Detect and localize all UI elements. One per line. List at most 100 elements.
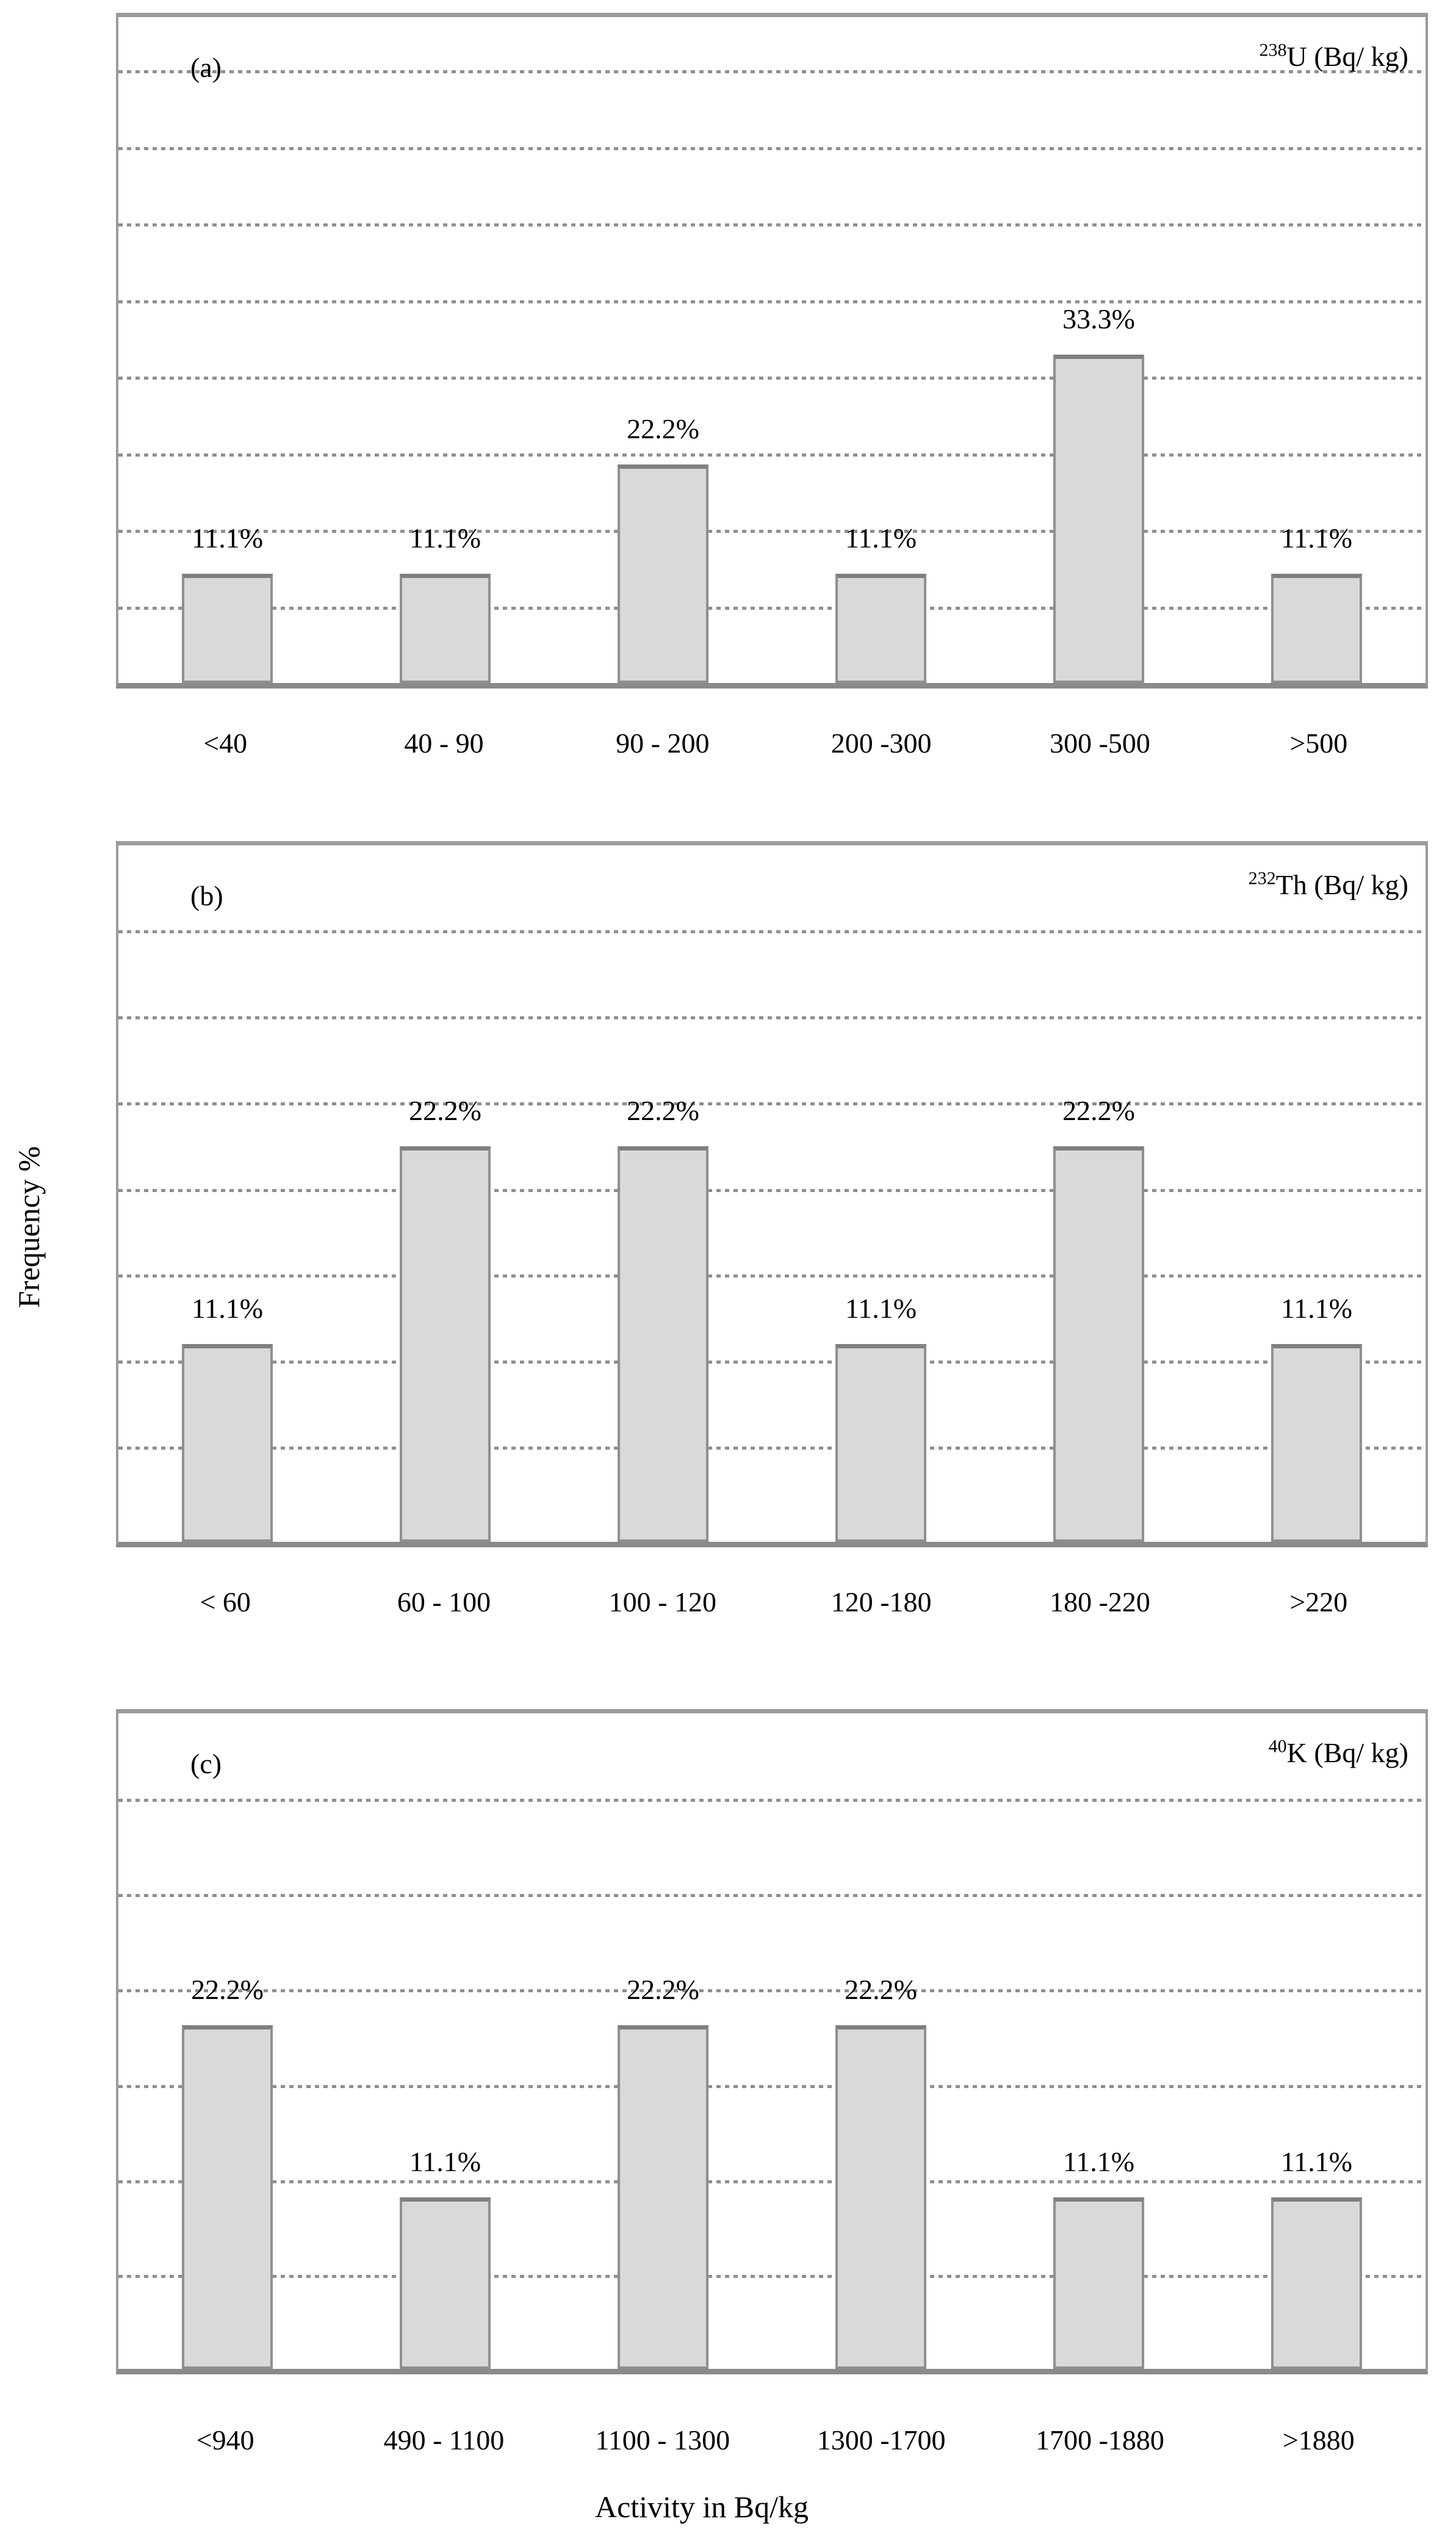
bar-value-label: 22.2%: [627, 413, 699, 444]
x-tick-label: 200 -300: [831, 728, 932, 759]
bar-value-label: 11.1%: [845, 1292, 917, 1324]
bar-slot: 11.1%: [336, 1713, 554, 2369]
gridline: [118, 2275, 1425, 2279]
x-tick-label: 60 - 100: [397, 1586, 491, 1617]
bar-value-label: 22.2%: [409, 1094, 481, 1126]
chart-title-text: U (Bq/ kg): [1286, 41, 1408, 72]
x-tick-label: <940: [196, 2424, 254, 2456]
gridline: [118, 1989, 1425, 1993]
gridline: [118, 223, 1425, 227]
gridline: [118, 1016, 1425, 1019]
bar-value-label: 22.2%: [627, 1094, 699, 1126]
chart-title-text: K (Bq/ kg): [1286, 1737, 1408, 1768]
panel-label-b: (b): [190, 880, 223, 911]
bar-value-label: 11.1%: [191, 522, 264, 554]
bar-slot: 22.2%: [554, 845, 772, 1542]
gridline: [118, 2084, 1425, 2088]
gridline: [118, 1188, 1425, 1192]
bar-value-label: 11.1%: [1062, 2145, 1135, 2177]
bar-value-label: 33.3%: [1062, 303, 1135, 335]
y-axis-title: Frequency %: [12, 1146, 46, 1308]
bar-value-label: 22.2%: [627, 1974, 699, 2006]
x-tick-label: 1100 - 1300: [595, 2424, 730, 2456]
bar: 11.1%: [1270, 524, 1363, 683]
bar-slot: 22.2%: [990, 845, 1208, 1542]
bar: 22.2%: [617, 414, 709, 683]
x-tick-label: 490 - 1100: [383, 2424, 505, 2456]
bar-slot: 11.1%: [118, 845, 336, 1542]
panel-label-a: (a): [190, 52, 222, 83]
x-tick-row-a: <40 40 - 90 90 - 200 200 -300 300 -500 >500: [116, 726, 1428, 769]
gridline: [118, 300, 1425, 303]
x-tick-row-b: < 60 60 - 100 100 - 120 120 -180 180 -220 >22…: [116, 1585, 1428, 1628]
bar-slot: 11.1%: [772, 845, 990, 1542]
x-tick-label: 100 - 120: [608, 1586, 716, 1617]
x-tick-label: 40 - 90: [404, 728, 484, 759]
isotope-mass-number: 238: [1259, 40, 1287, 60]
x-tick-label: 1700 -1880: [1036, 2424, 1164, 2456]
bar: 11.1%: [835, 524, 927, 683]
plot-area-a: (a) 238U (Bq/ kg) 11.1% 11.1% 22.2% 11.1% 33.3…: [116, 13, 1428, 689]
bar-value-label: 22.2%: [191, 1974, 264, 2006]
plot-area-c: (c) 40K (Bq/ kg) 22.2% 11.1% 22.2% 22.2% 11.1%…: [116, 1709, 1428, 2374]
bar-slot: 33.3%: [990, 17, 1208, 683]
gridline: [118, 453, 1425, 457]
gridline: [118, 606, 1425, 610]
gridline: [118, 530, 1425, 533]
bar-slot: 11.1%: [1208, 845, 1425, 1542]
x-tick-label: >220: [1289, 1586, 1348, 1617]
bar-slot: 11.1%: [118, 17, 336, 683]
bar-slot: 11.1%: [772, 17, 990, 683]
bar-slot: 22.2%: [336, 845, 554, 1542]
bar: 11.1%: [399, 524, 491, 683]
gridline: [118, 1894, 1425, 1898]
gridline: [118, 146, 1425, 150]
bar: 33.3%: [1053, 305, 1145, 683]
gridline: [118, 1102, 1425, 1106]
gridline: [118, 1446, 1425, 1450]
x-tick-label: 300 -500: [1050, 728, 1150, 759]
gridline: [118, 1361, 1425, 1364]
bar-slot: 22.2%: [554, 1713, 772, 2369]
bar: 11.1%: [1270, 1294, 1363, 1542]
bar-value-label: 11.1%: [1280, 2145, 1353, 2177]
x-tick-label: >500: [1289, 728, 1348, 759]
bar: 11.1%: [835, 1294, 927, 1542]
bar-slot: 11.1%: [1208, 17, 1425, 683]
x-tick-label: < 60: [200, 1586, 251, 1617]
plot-area-b: (b) 232Th (Bq/ kg) 11.1% 22.2% 22.2% 11.1% 22.…: [116, 841, 1428, 1547]
bar: 22.2%: [1053, 1096, 1145, 1542]
isotope-mass-number: 232: [1248, 868, 1276, 889]
bar-slot: 11.1%: [990, 1713, 1208, 2369]
x-tick-label: 180 -220: [1050, 1586, 1150, 1617]
bar-value-label: 11.1%: [409, 2145, 481, 2177]
gridline: [118, 1274, 1425, 1278]
bar: 22.2%: [835, 1976, 927, 2369]
bar: 11.1%: [399, 2147, 491, 2369]
bar-value-label: 11.1%: [409, 522, 481, 554]
x-tick-row-c: <940 490 - 1100 1100 - 1300 1300 -1700 1700 …: [116, 2423, 1428, 2466]
gridline: [118, 1798, 1425, 1802]
gridline: [118, 2180, 1425, 2183]
bar-slot: 11.1%: [1208, 1713, 1425, 2369]
panel-label-c: (c): [190, 1748, 222, 1779]
chart-title-c: 40K (Bq/ kg): [1268, 1736, 1408, 1768]
bar: 22.2%: [399, 1096, 491, 1542]
bar-slot: 22.2%: [554, 17, 772, 683]
x-tick-label: <40: [203, 728, 248, 759]
bar: 11.1%: [1270, 2147, 1363, 2369]
bar-value-label: 22.2%: [1062, 1094, 1135, 1126]
bar-value-label: 11.1%: [191, 1292, 264, 1324]
isotope-mass-number: 40: [1268, 1736, 1287, 1757]
gridline: [118, 930, 1425, 934]
bar-value-label: 11.1%: [1280, 522, 1353, 554]
x-tick-label: 120 -180: [831, 1586, 932, 1617]
chart-title-b: 232Th (Bq/ kg): [1248, 868, 1408, 899]
bar-slot: 11.1%: [336, 17, 554, 683]
x-tick-label: 90 - 200: [616, 728, 710, 759]
bar-slot: 22.2%: [772, 1713, 990, 2369]
x-tick-label: >1880: [1282, 2424, 1355, 2456]
bar: 22.2%: [617, 1976, 709, 2369]
bar: 22.2%: [181, 1976, 273, 2369]
